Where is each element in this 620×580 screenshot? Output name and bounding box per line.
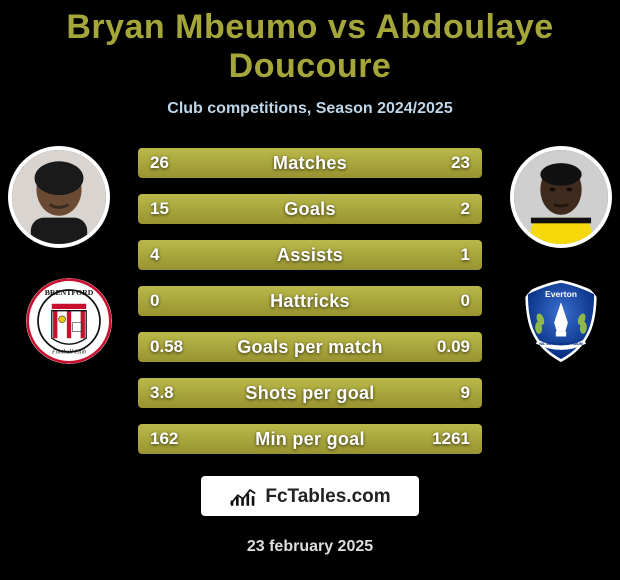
stat-right-value: 0.09 (437, 337, 470, 357)
stat-right-value: 1261 (432, 429, 470, 449)
stat-right-value: 23 (451, 153, 470, 173)
branding-label: FcTables.com (265, 486, 390, 508)
club-left-badge: BRENTFORD Football Club (26, 278, 112, 364)
stat-left-value: 0.58 (150, 337, 183, 357)
svg-text:NIL SATIS NISI OPTIMUM: NIL SATIS NISI OPTIMUM (539, 342, 582, 346)
stat-left-value: 0 (150, 291, 159, 311)
svg-text:Football Club: Football Club (51, 350, 86, 356)
stat-right-value: 9 (461, 383, 470, 403)
svg-text:BRENTFORD: BRENTFORD (45, 288, 94, 297)
player-right-avatar (510, 146, 612, 248)
stat-label: Hattricks (138, 291, 482, 312)
stat-right-value: 2 (461, 199, 470, 219)
club-right-badge: Everton NIL SATIS NISI OPTIMUM (518, 278, 604, 364)
stat-row: 15 Goals 2 (138, 194, 482, 224)
stat-label: Min per goal (138, 429, 482, 450)
branding: FcTables.com (0, 476, 620, 516)
stat-right-value: 0 (461, 291, 470, 311)
stat-left-value: 15 (150, 199, 169, 219)
player-right-avatar-svg (514, 150, 608, 244)
stat-label: Matches (138, 153, 482, 174)
stat-label: Goals (138, 199, 482, 220)
branding-pill[interactable]: FcTables.com (201, 476, 418, 516)
stat-row: 162 Min per goal 1261 (138, 424, 482, 454)
stat-label: Assists (138, 245, 482, 266)
brentford-crest-icon: BRENTFORD Football Club (26, 278, 112, 364)
page-title: Bryan Mbeumo vs Abdoulaye Doucoure (0, 0, 620, 86)
subtitle: Club competitions, Season 2024/2025 (0, 100, 620, 118)
stats-bars: 26 Matches 23 15 Goals 2 4 Assists 1 0 H… (138, 148, 482, 470)
stat-left-value: 26 (150, 153, 169, 173)
stat-row: 3.8 Shots per goal 9 (138, 378, 482, 408)
stat-right-value: 1 (461, 245, 470, 265)
stat-row: 0.58 Goals per match 0.09 (138, 332, 482, 362)
stat-label: Goals per match (138, 337, 482, 358)
stat-label: Shots per goal (138, 383, 482, 404)
stat-left-value: 3.8 (150, 383, 174, 403)
stat-row: 4 Assists 1 (138, 240, 482, 270)
stat-row: 0 Hattricks 0 (138, 286, 482, 316)
player-left-avatar-svg (12, 150, 106, 244)
date-label: 23 february 2025 (0, 538, 620, 556)
stat-left-value: 4 (150, 245, 159, 265)
fctables-logo-icon (229, 486, 257, 508)
everton-crest-icon: Everton NIL SATIS NISI OPTIMUM (518, 278, 604, 364)
player-left-avatar (8, 146, 110, 248)
stat-row: 26 Matches 23 (138, 148, 482, 178)
comparison-stage: BRENTFORD Football Club (0, 146, 620, 476)
stat-left-value: 162 (150, 429, 178, 449)
svg-text:Everton: Everton (545, 289, 577, 299)
